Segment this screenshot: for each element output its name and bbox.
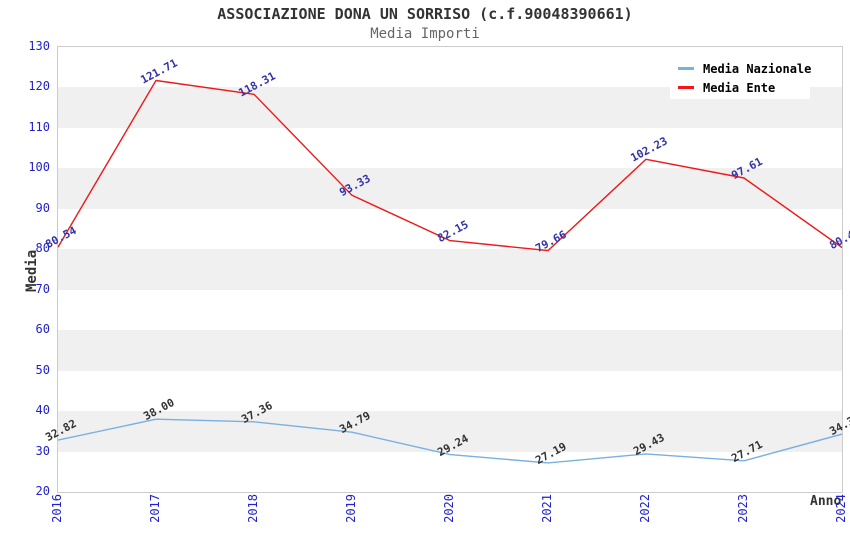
plot-band (58, 370, 842, 412)
y-tick-label: 20 (35, 484, 50, 498)
y-tick-label: 60 (35, 322, 50, 337)
x-tick-label: 2023 (736, 494, 750, 523)
x-tick-label: 2020 (442, 494, 456, 523)
plot-band (58, 168, 842, 209)
chart-title: ASSOCIAZIONE DONA UN SORRISO (c.f.900483… (217, 5, 633, 23)
legend: Media Nazionale Media Ente (670, 57, 812, 99)
x-tick-label: 2016 (50, 494, 64, 523)
x-tick-label: 2017 (148, 494, 162, 523)
y-tick-label: 50 (35, 362, 50, 377)
x-tick-label: 2022 (638, 494, 652, 523)
plot-band (58, 411, 842, 452)
plot-band (58, 330, 842, 371)
x-axis-title: Anno (810, 494, 842, 509)
plot-band (58, 289, 842, 331)
legend-label: Media Nazionale (703, 61, 812, 76)
plot-area (57, 46, 843, 493)
y-tick-label: 130 (28, 39, 50, 53)
plot-band (58, 249, 842, 290)
y-tick-label: 100 (28, 160, 50, 175)
plot-band (58, 208, 842, 250)
chart-subtitle: Media Importi (370, 26, 480, 42)
x-tick-label: 2019 (344, 494, 358, 523)
legend-label: Media Ente (703, 80, 776, 95)
series-line-media-ente (58, 79, 842, 252)
y-tick-label: 80 (35, 241, 50, 256)
y-tick-label: 90 (35, 200, 50, 215)
x-tick-label: 2024 (834, 494, 848, 523)
x-tick-label: 2018 (246, 494, 260, 523)
legend-line-swatch-red (678, 86, 694, 89)
legend-item-media-ente: Media Ente (678, 78, 810, 97)
plot-band (58, 127, 842, 169)
legend-line-swatch-blue (678, 67, 694, 70)
y-tick-label: 40 (35, 403, 50, 418)
chart-lines (58, 79, 842, 464)
y-tick-label: 30 (35, 443, 50, 458)
y-tick-label: 70 (35, 281, 50, 296)
series-line-media-nazionale (58, 418, 842, 464)
x-tick-label: 2021 (540, 494, 554, 523)
y-tick-label: 120 (28, 79, 50, 94)
legend-item-media-nazionale: Media Nazionale (678, 59, 812, 78)
y-tick-label: 110 (28, 119, 50, 134)
